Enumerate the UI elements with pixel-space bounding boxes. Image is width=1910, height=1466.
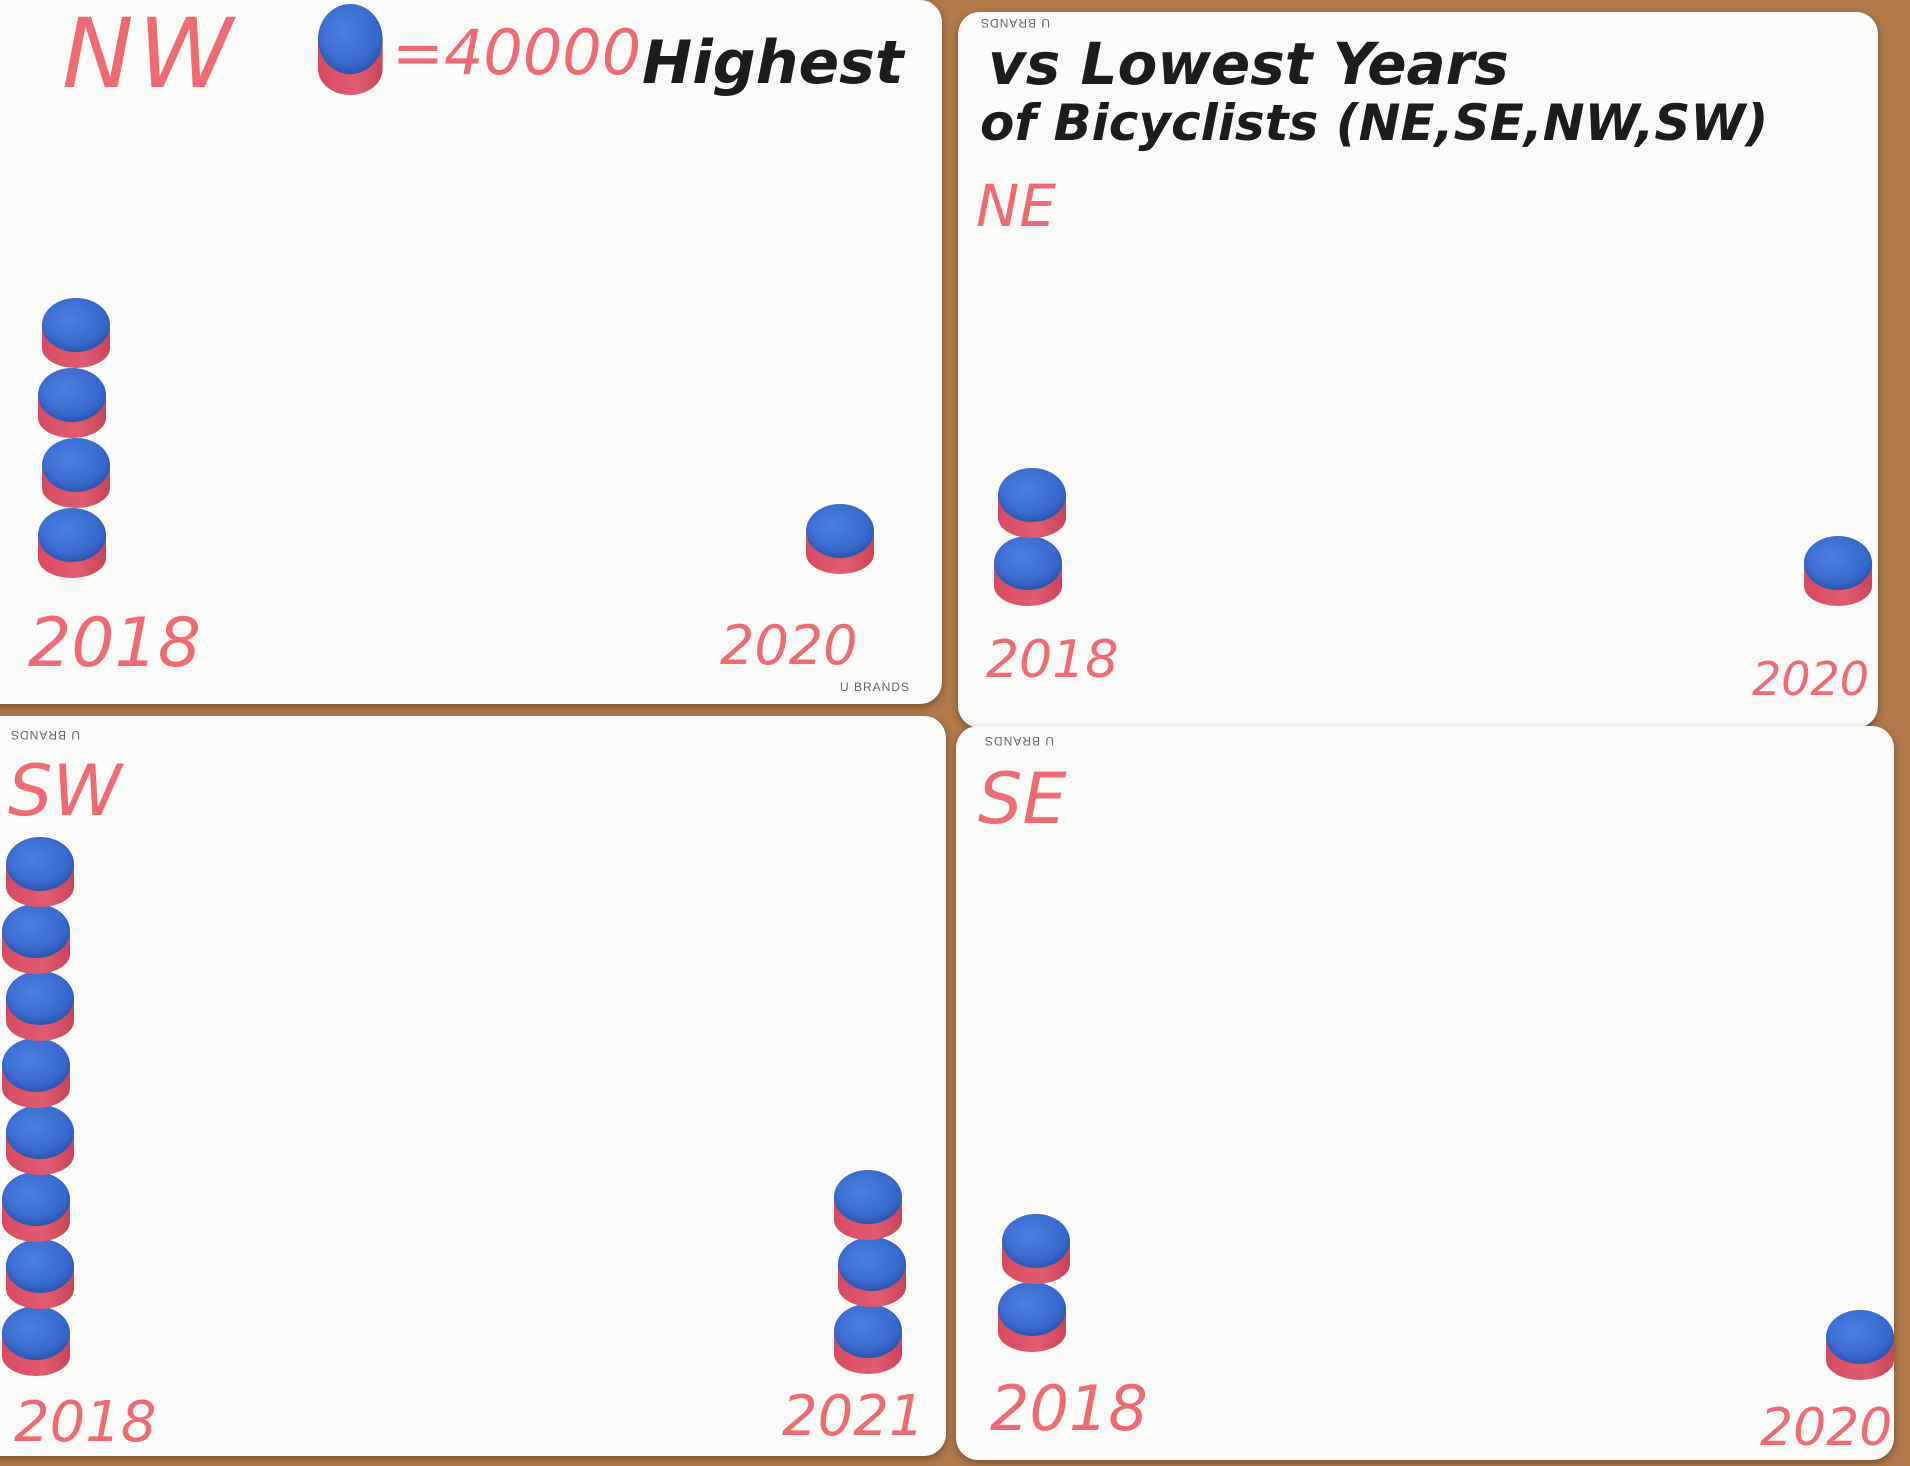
chip-sw-2018-2: [6, 1239, 74, 1311]
chip-sw-2021-3: [834, 1170, 902, 1242]
year-label-nw-1: 2018: [28, 604, 202, 683]
year-label-nw-2: 2020: [720, 614, 858, 677]
region-label-sw: SW: [8, 750, 122, 832]
legend-equals-label: =40000: [392, 16, 642, 89]
chip-sw-2021-1: [834, 1304, 902, 1376]
region-label-nw: NW: [62, 0, 237, 110]
chip-se-2018-1: [998, 1282, 1066, 1354]
year-label-sw-2: 2021: [782, 1384, 925, 1449]
brand-mark-sw: U BRANDS: [10, 728, 81, 742]
brand-mark-nw: U BRANDS: [840, 680, 911, 694]
board-nw: [0, 0, 942, 704]
year-label-ne-2: 2020: [1752, 652, 1870, 706]
region-label-se: SE: [978, 758, 1067, 840]
year-label-se-2: 2020: [1760, 1398, 1893, 1458]
chip-sw-2018-3: [2, 1172, 70, 1244]
brand-mark-se: U BRANDS: [984, 734, 1055, 748]
chip-ne-2020-1: [1804, 536, 1872, 608]
board-se: [956, 726, 1894, 1460]
chip-sw-2018-8: [6, 837, 74, 909]
chip-nw-2020-1: [806, 504, 874, 576]
title-part-1: Highest: [642, 28, 904, 98]
title-part-2: vs Lowest Years: [988, 30, 1509, 98]
chip-sw-2018-5: [2, 1038, 70, 1110]
year-label-se-1: 2018: [990, 1372, 1148, 1445]
chip-sw-2018-6: [6, 971, 74, 1043]
board-sw: [0, 716, 946, 1456]
chip-se-2018-2: [1002, 1214, 1070, 1286]
chip-nw-2018-3: [38, 368, 106, 440]
legend-chip-icon: [318, 4, 383, 98]
chip-ne-2018-1: [994, 536, 1062, 608]
chip-sw-2018-7: [2, 904, 70, 976]
year-label-ne-1: 2018: [986, 630, 1119, 690]
chip-nw-2018-4: [42, 298, 110, 370]
chip-sw-2018-4: [6, 1105, 74, 1177]
chip-nw-2018-2: [42, 438, 110, 510]
region-label-ne: NE: [976, 172, 1057, 240]
chip-sw-2018-1: [2, 1306, 70, 1378]
title-part-3: of Bicyclists (NE,SE,NW,SW): [980, 94, 1769, 152]
board-ne: [958, 12, 1878, 728]
chip-sw-2021-2: [838, 1237, 906, 1309]
chip-ne-2018-2: [998, 468, 1066, 540]
year-label-sw-1: 2018: [14, 1390, 157, 1455]
brand-mark-ne: U BRANDS: [980, 16, 1051, 30]
chip-nw-2018-1: [38, 508, 106, 580]
chip-se-2020-1: [1826, 1310, 1894, 1382]
